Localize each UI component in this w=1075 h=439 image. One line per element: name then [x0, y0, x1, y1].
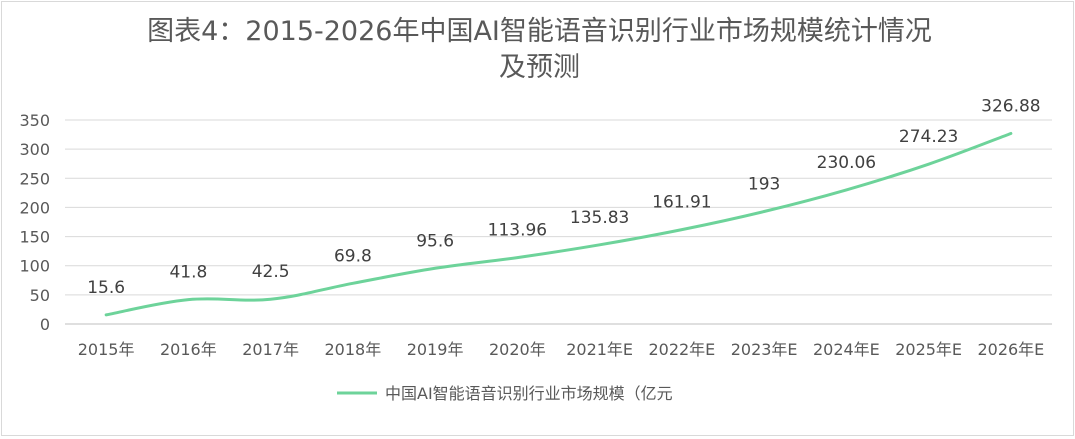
data-label: 230.06 — [817, 153, 876, 173]
data-label: 69.8 — [334, 246, 372, 266]
series-line — [104, 131, 1013, 317]
y-axis-ticks: 0 50 100 150 200 250 300 350 — [19, 111, 50, 334]
x-tick-label: 2015年 — [78, 340, 135, 359]
data-label: 42.5 — [252, 262, 290, 282]
x-axis-ticks: 2015年 2016年 2017年 2018年 2019年 2020年 2021年E 2022… — [78, 340, 1045, 359]
y-tick-label: 50 — [30, 286, 50, 305]
x-tick-label: 2023年E — [731, 340, 798, 359]
data-label: 15.6 — [87, 278, 125, 298]
x-tick-label: 2018年 — [325, 340, 382, 359]
x-tick-label: 2021年E — [566, 340, 633, 359]
data-label: 113.96 — [488, 221, 547, 241]
y-tick-label: 0 — [40, 315, 50, 334]
chart-title: 图表4：2015-2026年中国AI智能语音识别行业市场规模统计情况 及预测 — [147, 16, 932, 83]
y-tick-label: 350 — [19, 111, 50, 130]
x-tick-label: 2024年E — [813, 340, 880, 359]
y-tick-label: 300 — [19, 140, 50, 159]
y-tick-label: 250 — [19, 169, 50, 188]
data-label: 161.91 — [652, 193, 711, 213]
data-label: 95.6 — [416, 231, 454, 251]
data-label: 41.8 — [169, 263, 207, 283]
series-lines — [104, 131, 1013, 317]
gridlines — [65, 119, 1052, 325]
x-tick-label: 2016年 — [160, 340, 217, 359]
data-label: 274.23 — [899, 127, 958, 147]
legend-label: 中国AI智能语音识别行业市场规模（亿元 — [385, 384, 673, 403]
y-tick-label: 150 — [19, 228, 50, 247]
data-label: 135.83 — [570, 208, 629, 228]
x-tick-label: 2022年E — [648, 340, 715, 359]
x-tick-label: 2025年E — [895, 340, 962, 359]
data-label: 193 — [748, 175, 780, 195]
y-tick-label: 100 — [19, 257, 50, 276]
y-tick-label: 200 — [19, 198, 50, 217]
x-tick-label: 2020年 — [489, 340, 546, 359]
x-tick-label: 2026年E — [977, 340, 1044, 359]
legend: 中国AI智能语音识别行业市场规模（亿元 — [337, 384, 673, 403]
data-label: 326.88 — [981, 96, 1040, 116]
x-tick-label: 2017年 — [242, 340, 299, 359]
data-labels: 15.6 41.8 42.5 69.8 95.6 113.96 135.83 161.91 19… — [87, 96, 1040, 297]
x-tick-label: 2019年 — [407, 340, 464, 359]
